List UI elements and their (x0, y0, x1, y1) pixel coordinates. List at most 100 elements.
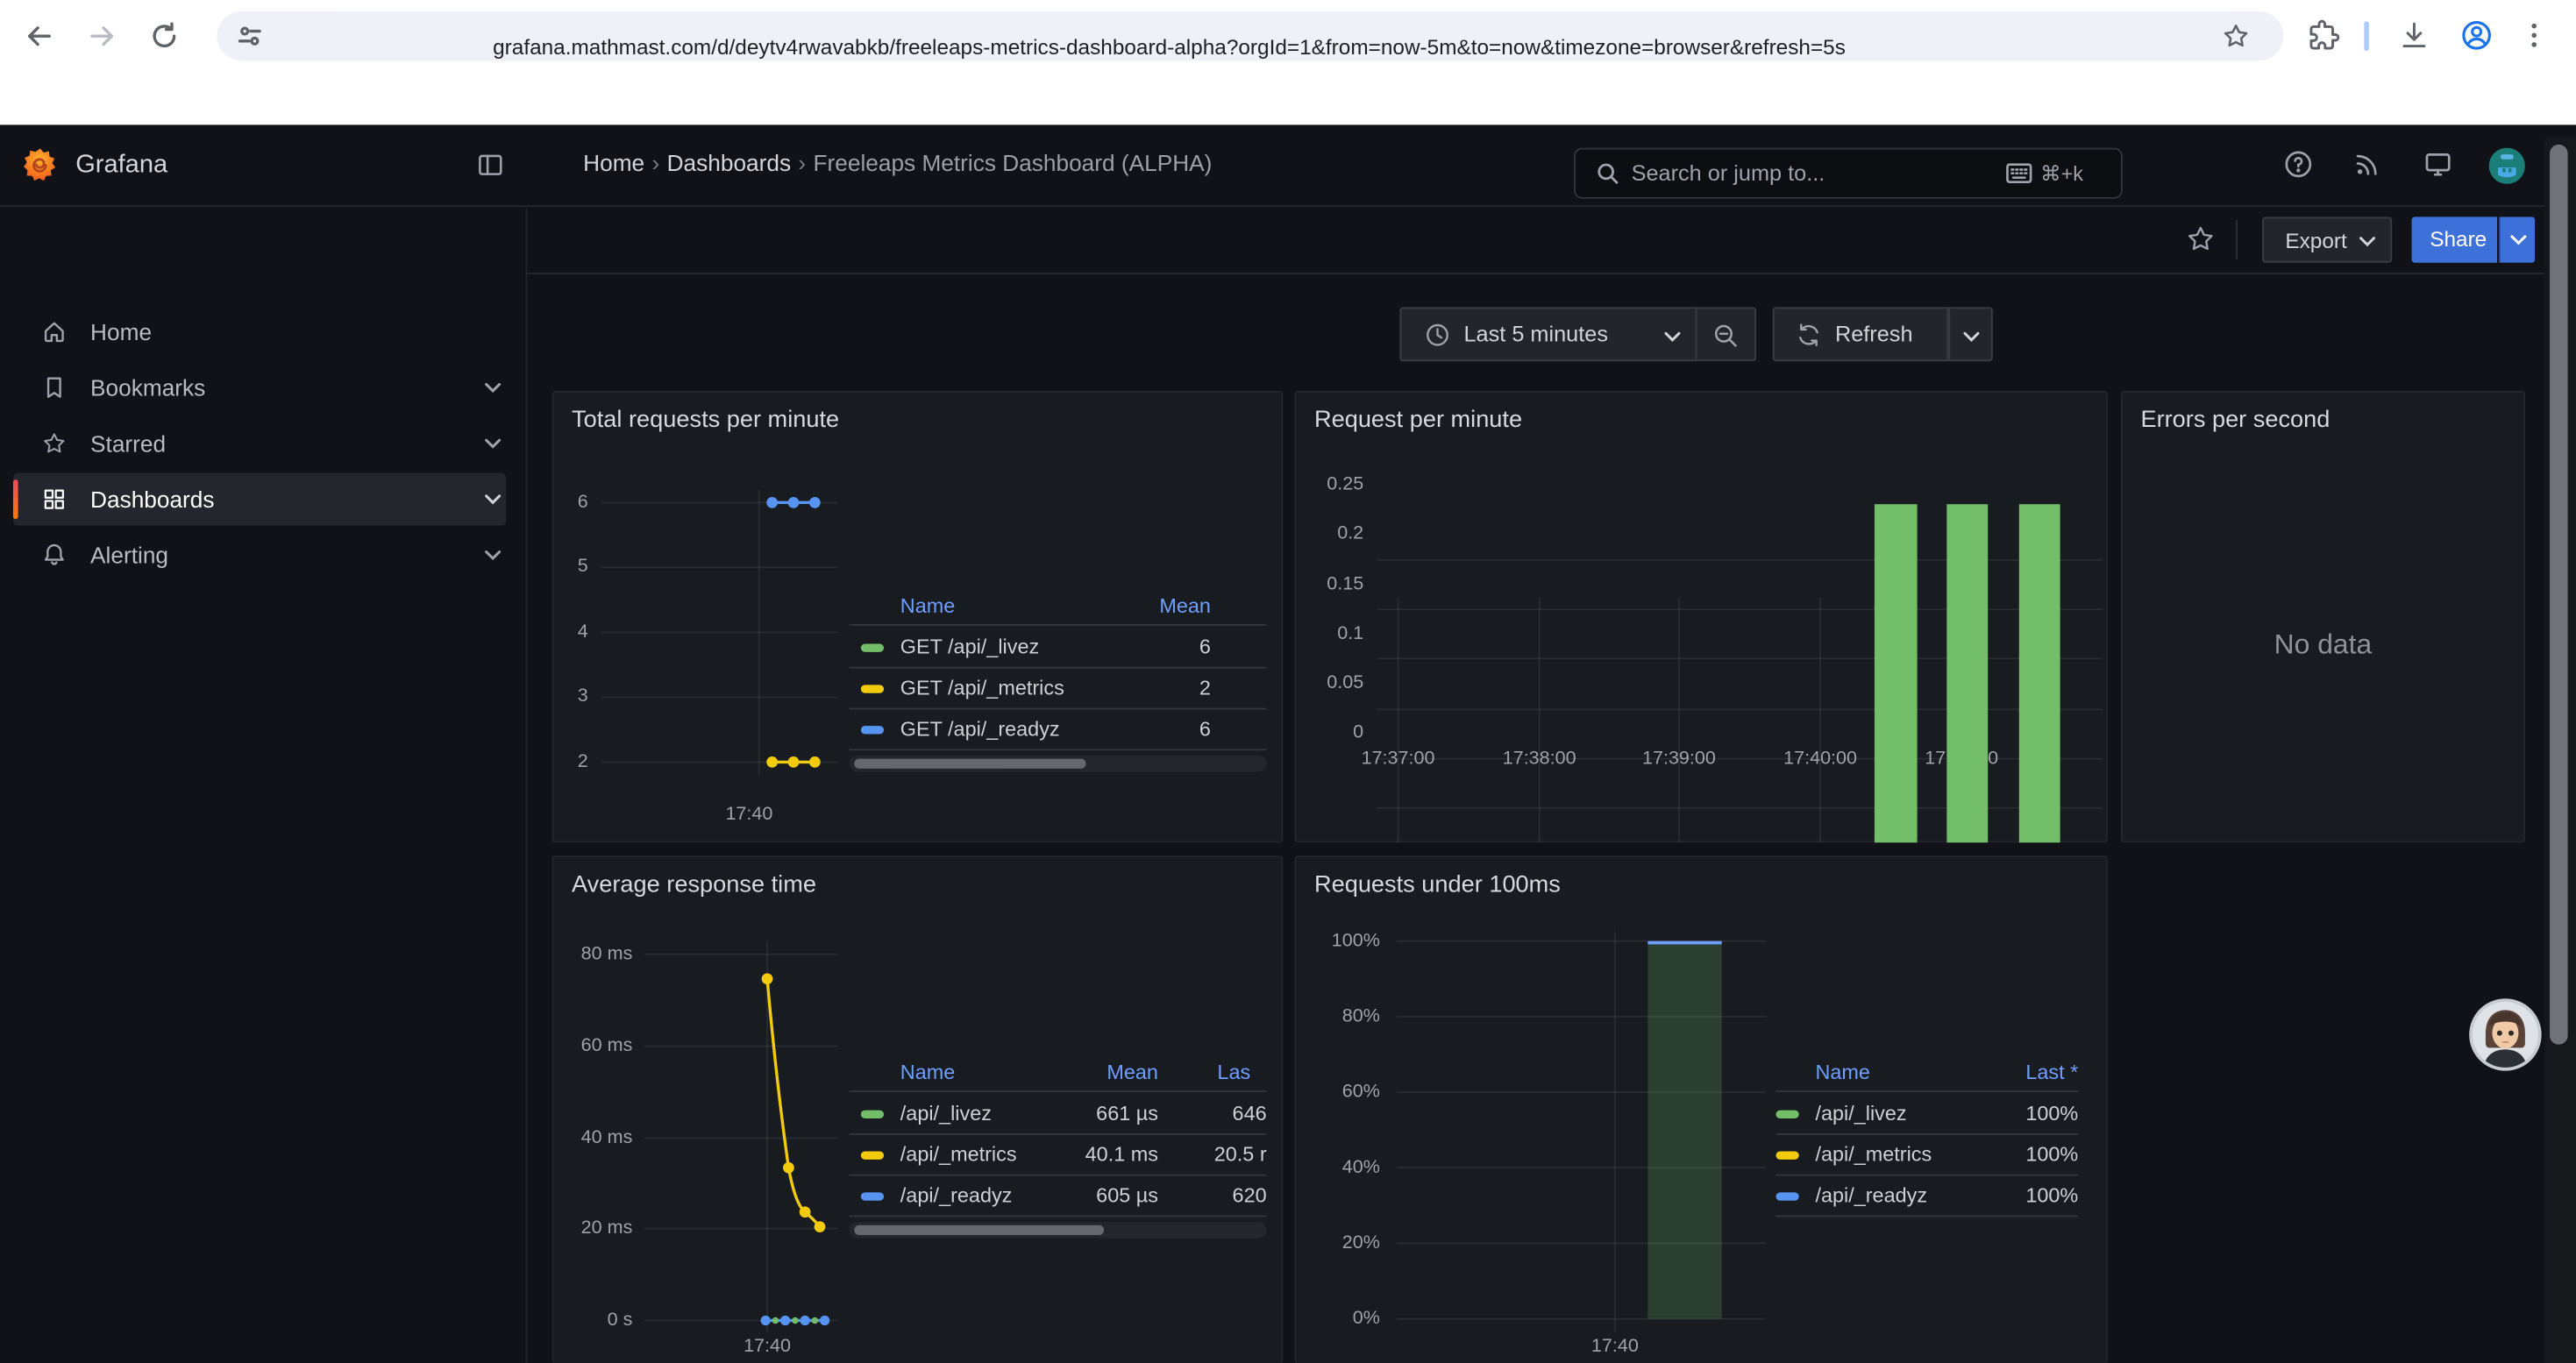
p4-chart[interactable] (552, 855, 1284, 1363)
series-swatch-green[interactable] (860, 1110, 885, 1119)
panel-title[interactable]: Requests under 100ms (1313, 871, 1561, 898)
sidebar-item-alerting[interactable]: Alerting (13, 529, 506, 581)
user-avatar[interactable] (2488, 147, 2525, 184)
legend-header-name[interactable]: Name (900, 1061, 956, 1084)
collapse-sidebar-icon[interactable] (476, 151, 504, 179)
extensions-icon[interactable] (2307, 18, 2341, 53)
reload-icon[interactable] (148, 19, 181, 52)
p2-chart[interactable] (1294, 391, 2107, 843)
zoom-out-button[interactable] (1697, 307, 1757, 362)
series-swatch-green[interactable] (1775, 1110, 1799, 1119)
p5-chart[interactable] (1294, 855, 2107, 1363)
floating-avatar[interactable] (2467, 997, 2543, 1072)
panel-title[interactable]: Request per minute (1313, 407, 1523, 434)
legend-scrollbar[interactable] (849, 755, 1267, 772)
legend-header-mean[interactable]: Mean (1159, 594, 1211, 618)
legend-row-name[interactable]: /api/_livez (900, 1102, 992, 1125)
kiosk-monitor-icon[interactable] (2423, 150, 2453, 180)
chevron-down-icon (2359, 237, 2376, 247)
favorite-star-icon[interactable] (2185, 224, 2217, 255)
sidebar-item-label: Starred (90, 429, 167, 457)
browser-menu-icon[interactable] (2517, 18, 2551, 53)
panel-title[interactable]: Total requests per minute (572, 407, 840, 434)
panel-requests-under-100ms[interactable] (1294, 855, 2108, 1363)
series-swatch-blue[interactable] (1775, 1192, 1799, 1201)
series-swatch-green[interactable] (860, 643, 885, 652)
series-swatch-yellow[interactable] (860, 1151, 885, 1160)
chevron-down-icon[interactable] (485, 550, 502, 562)
sidebar-item-home[interactable]: Home (13, 306, 506, 358)
refresh-button[interactable]: Refresh (1772, 307, 1949, 362)
sidebar-item-starred[interactable]: Starred (13, 417, 506, 470)
panel-title[interactable]: Errors per second (2140, 407, 2330, 434)
bookmark-star-icon[interactable] (2221, 21, 2251, 51)
series-swatch-blue[interactable] (860, 1192, 885, 1201)
chevron-down-icon[interactable] (485, 382, 502, 394)
page-scrollbar-thumb[interactable] (2550, 144, 2568, 1045)
breadcrumb-dashboards[interactable]: Dashboards (666, 149, 792, 176)
refresh-interval-button[interactable] (1948, 307, 1993, 362)
refresh-label: Refresh (1834, 322, 1913, 347)
url-bar[interactable]: grafana.mathmast.com/d/deytv4rwavabkb/fr… (217, 11, 2284, 61)
clock-icon (1427, 323, 1448, 346)
legend-row-last: 620 (1232, 1183, 1267, 1208)
p1-chart[interactable] (552, 391, 1284, 842)
legend-row-name[interactable]: GET /api/_livez (900, 635, 1040, 659)
legend-row-name[interactable]: /api/_readyz (1815, 1183, 1928, 1208)
no-data-message: No data (2274, 628, 2373, 661)
y-tick: 0.05 (1327, 673, 1364, 693)
legend-scrollbar[interactable] (849, 1222, 1267, 1239)
tune-icon[interactable] (237, 23, 263, 49)
y-tick: 80 ms (580, 944, 633, 964)
url-text[interactable]: grafana.mathmast.com/d/deytv4rwavabkb/fr… (493, 34, 1846, 60)
sidebar-item-bookmarks[interactable]: Bookmarks (13, 361, 506, 414)
chevron-down-icon[interactable] (485, 438, 502, 450)
y-tick: 60 ms (580, 1036, 633, 1056)
legend-separator (1775, 1090, 2079, 1093)
legend-row-name[interactable]: /api/_metrics (1815, 1143, 1932, 1167)
legend-row-name[interactable]: /api/_livez (1815, 1102, 1907, 1125)
help-icon[interactable] (2283, 150, 2313, 180)
export-button[interactable]: Export (2262, 217, 2393, 263)
share-label: Share (2430, 226, 2487, 252)
breadcrumb-home[interactable]: Home (583, 149, 645, 176)
legend-row-name[interactable]: /api/_metrics (900, 1143, 1017, 1167)
panel-avg-response-time[interactable] (551, 855, 1284, 1363)
legend-separator (849, 1090, 1267, 1093)
legend-header-mean[interactable]: Mean (1107, 1061, 1158, 1084)
series-swatch-yellow[interactable] (1775, 1151, 1799, 1160)
back-icon[interactable] (23, 19, 55, 52)
legend-row-name[interactable]: GET /api/_metrics (900, 676, 1064, 700)
bell-icon (44, 543, 64, 565)
legend-row-value: 6 (1199, 635, 1211, 659)
legend-header-name[interactable]: Name (900, 594, 956, 618)
search-input[interactable]: Search or jump to... ⌘+k (1574, 147, 2123, 199)
sidebar-item-dashboards[interactable]: Dashboards (12, 472, 507, 526)
panel-errors-per-second[interactable] (2120, 390, 2525, 843)
y-tick: 0.1 (1337, 624, 1364, 644)
legend-header-last[interactable]: Last * (2025, 1061, 2079, 1084)
grafana-logo[interactable] (21, 146, 59, 184)
chevron-down-icon[interactable] (485, 494, 502, 506)
time-range-picker[interactable]: Last 5 minutes (1399, 307, 1697, 362)
news-rss-icon[interactable] (2352, 150, 2382, 180)
forward-icon[interactable] (85, 19, 117, 52)
downloads-icon[interactable] (2397, 18, 2431, 53)
legend-row-mean: 605 µs (1096, 1183, 1158, 1208)
legend-header-name[interactable]: Name (1815, 1061, 1870, 1084)
page-scrollbar[interactable] (2544, 138, 2576, 1363)
legend-row-name[interactable]: GET /api/_readyz (900, 717, 1060, 742)
share-menu-button[interactable] (2498, 217, 2536, 263)
y-tick: 0 (1353, 722, 1364, 742)
profile-icon[interactable] (2459, 18, 2494, 53)
browser-toolbar: grafana.mathmast.com/d/deytv4rwavabkb/fr… (0, 0, 2576, 73)
share-button[interactable]: Share (2411, 217, 2498, 263)
y-tick: 2 (577, 752, 588, 772)
scrollbar-thumb[interactable] (854, 758, 1086, 769)
series-swatch-blue[interactable] (860, 726, 885, 735)
panel-title[interactable]: Average response time (572, 871, 816, 898)
scrollbar-thumb[interactable] (854, 1225, 1105, 1236)
legend-header-last[interactable]: Las (1217, 1061, 1251, 1084)
legend-row-name[interactable]: /api/_readyz (900, 1183, 1013, 1208)
series-swatch-yellow[interactable] (860, 685, 885, 693)
